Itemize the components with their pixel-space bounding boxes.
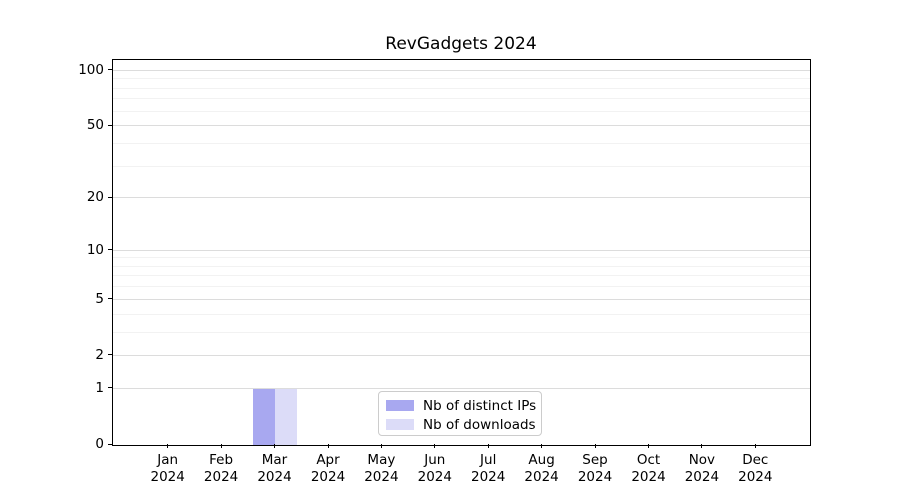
x-tick-mark [487, 444, 489, 448]
x-tick-mark [220, 444, 222, 448]
y-tick-mark [108, 69, 112, 71]
x-tick-mark [648, 444, 649, 448]
y-minor-gridline [113, 110, 810, 112]
x-tick-month: May [367, 452, 396, 468]
x-tick-label: Jul 2024 [456, 452, 520, 485]
x-tick-month: Dec [742, 452, 769, 468]
x-tick-mark [274, 444, 275, 448]
y-tick-mark [108, 249, 112, 251]
x-tick-label: Jun 2024 [403, 452, 467, 485]
y-minor-gridline [113, 331, 810, 333]
x-tick-label: Apr 2024 [296, 452, 360, 485]
y-minor-gridline [113, 275, 810, 277]
x-tick-label: Sep 2024 [563, 452, 627, 485]
y-minor-gridline [113, 98, 810, 100]
legend-box: Nb of distinct IPs Nb of downloads [378, 391, 542, 436]
bar-nb-of-distinct-ips [252, 388, 275, 445]
x-tick-year: 2024 [577, 468, 613, 485]
x-tick-year: 2024 [150, 468, 185, 485]
y-minor-gridline [113, 265, 810, 267]
x-tick-month: Jan [157, 452, 179, 468]
legend-item: Nb of distinct IPs [379, 396, 541, 415]
plot-area [112, 59, 811, 446]
x-tick-month: Jun [424, 452, 446, 468]
y-major-gridline [113, 197, 810, 199]
y-major-gridline [113, 125, 810, 127]
y-major-gridline [113, 69, 810, 71]
y-tick-mark [108, 124, 112, 126]
x-tick-mark [380, 444, 382, 448]
x-tick-mark [434, 444, 436, 448]
y-major-gridline [113, 298, 810, 300]
x-tick-year: 2024 [417, 468, 452, 485]
x-tick-mark [594, 444, 596, 448]
y-tick-label: 5 [95, 290, 104, 307]
x-tick-mark [754, 444, 756, 448]
x-tick-year: 2024 [203, 468, 239, 485]
y-tick-label: 10 [86, 241, 104, 258]
chart-title: RevGadgets 2024 [385, 34, 537, 54]
x-tick-month: Nov [688, 452, 716, 468]
x-tick-month: Mar [261, 452, 288, 468]
y-major-gridline [113, 249, 810, 251]
legend-label: Nb of downloads [423, 416, 536, 433]
x-tick-year: 2024 [364, 468, 399, 485]
y-tick-label: 0 [95, 436, 104, 452]
y-tick-label: 50 [86, 117, 104, 134]
y-minor-gridline [113, 142, 810, 144]
legend-swatch-nb-of-downloads [386, 419, 414, 430]
y-minor-gridline [113, 165, 810, 167]
y-tick-mark [108, 298, 112, 300]
x-tick-month: Oct [636, 452, 661, 468]
x-tick-month: Jul [480, 452, 497, 468]
x-tick-month: Aug [528, 452, 555, 468]
legend-swatch-nb-of-distinct-ips [386, 400, 414, 411]
x-tick-year: 2024 [631, 468, 666, 485]
x-tick-month: Feb [209, 452, 234, 468]
y-major-gridline [113, 387, 810, 389]
x-tick-label: Oct 2024 [617, 452, 681, 485]
x-tick-month: Apr [316, 452, 340, 468]
x-tick-label: Nov 2024 [670, 452, 734, 485]
x-tick-label: Jan 2024 [136, 452, 200, 485]
x-tick-mark [701, 444, 703, 448]
x-tick-year: 2024 [684, 468, 720, 485]
x-tick-label: May 2024 [349, 452, 413, 485]
bar-nb-of-downloads [274, 388, 297, 445]
x-tick-year: 2024 [310, 468, 346, 485]
x-tick-month: Sep [582, 452, 608, 468]
y-tick-mark [108, 354, 112, 356]
x-tick-label: Dec 2024 [723, 452, 787, 485]
y-tick-label: 1 [95, 379, 104, 396]
y-tick-mark [108, 443, 112, 445]
y-minor-gridline [113, 78, 810, 80]
y-tick-label: 100 [78, 61, 104, 78]
x-tick-label: Feb 2024 [189, 452, 253, 485]
y-major-gridline [113, 354, 810, 356]
x-tick-year: 2024 [257, 468, 292, 485]
y-tick-mark [108, 387, 112, 389]
x-tick-mark [167, 444, 169, 448]
y-minor-gridline [113, 286, 810, 288]
y-minor-gridline [113, 313, 810, 315]
x-tick-year: 2024 [471, 468, 506, 485]
x-tick-mark [541, 444, 543, 448]
x-tick-year: 2024 [738, 468, 773, 485]
x-tick-label: Mar 2024 [243, 452, 307, 485]
legend-label: Nb of distinct IPs [423, 397, 537, 414]
legend-item: Nb of downloads [379, 415, 541, 434]
y-tick-label: 2 [95, 346, 104, 363]
x-tick-year: 2024 [524, 468, 559, 485]
x-tick-mark [327, 444, 329, 448]
x-tick-label: Aug 2024 [510, 452, 574, 485]
y-minor-gridline [113, 257, 810, 259]
y-minor-gridline [113, 87, 810, 89]
y-tick-label: 20 [86, 189, 104, 206]
y-tick-mark [108, 196, 112, 198]
